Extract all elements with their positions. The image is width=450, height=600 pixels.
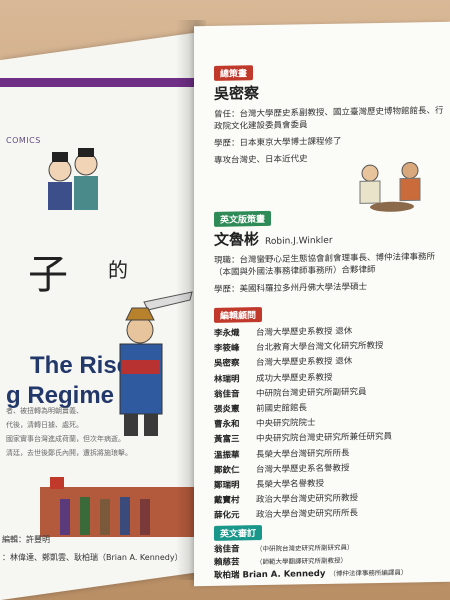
advisor-name: 曹永和 bbox=[214, 419, 240, 431]
advisor-role: 台灣大學歷史系教授 退休 bbox=[256, 356, 353, 369]
advisor-name: 溫振華 bbox=[214, 450, 240, 461]
section-tag: 編輯顧問 bbox=[214, 307, 263, 323]
section-tag: 英文審訂 bbox=[214, 525, 263, 541]
cover-description: 國家實事台灣進成荷蘭，但次年病逝。 bbox=[6, 435, 125, 443]
bio-line: 曾任：台灣大學歷史系副教授、國立臺灣歷史博物館館長、行政院文化建設委員會委員 bbox=[214, 105, 444, 132]
reviewer-role: （博仲法律事務所編譯員） bbox=[329, 568, 408, 578]
reviewer-name: 賴慈芸 bbox=[214, 557, 240, 568]
reviewer-name: 耿柏瑞 Brian A. Kennedy bbox=[214, 568, 326, 581]
advisor-role: 長榮大學台灣研究所所長 bbox=[256, 448, 350, 460]
section-advisors: 編輯顧問 李永熾 台灣大學歷史系教授 退休 李筱峰 台北教育大學台灣文化研究所教授 … bbox=[214, 300, 444, 525]
cover-credit: ：林偉達、鄭凱雲、耿柏瑞（Brian A. Kennedy） bbox=[2, 553, 183, 562]
section-english-reviewers: 英文審訂 翁佳音 （中研院台灣史研究所副研究員） 賴慈芸 （師範大學翻譯研究所副教授… bbox=[214, 518, 444, 583]
advisor-name: 李永熾 bbox=[214, 328, 240, 339]
advisor-name: 戴寶村 bbox=[214, 495, 240, 507]
cover-credit: 編輯：許豐明 bbox=[2, 535, 50, 544]
craftsman-illustration bbox=[359, 161, 421, 212]
advisor-role: 中研院台灣史研究所副研究員 bbox=[256, 387, 367, 399]
advisor-name: 吳密察 bbox=[214, 358, 240, 370]
advisor-name: 翁佳音 bbox=[214, 389, 240, 400]
bio-line: 學歷：日本東京大學博士課程修了 bbox=[214, 136, 342, 149]
cover-description: 清廷，去世後鄭氏內鬨，遭拆將施琅擊。 bbox=[6, 449, 132, 457]
purple-band bbox=[0, 78, 200, 87]
advisor-name: 張炎憲 bbox=[214, 404, 240, 415]
advisor-role: 成功大學歷史系教授 bbox=[256, 372, 333, 384]
section-tag: 總策畫 bbox=[214, 65, 254, 81]
advisor-role: 中央研究院院士 bbox=[256, 418, 316, 430]
cover-description: 代後，清轉日據、處死。 bbox=[6, 421, 83, 429]
person-name: 文魯彬 bbox=[214, 230, 260, 249]
advisor-role: 長榮大學名譽教授 bbox=[256, 478, 325, 491]
advisor-name: 林瑞明 bbox=[214, 374, 240, 385]
portrait-illustration bbox=[48, 148, 98, 210]
soldiers-illustration bbox=[40, 477, 200, 537]
person-name-english: Robin.J.Winkler bbox=[265, 235, 333, 247]
advisor-role: 台灣大學歷史系名譽教授 bbox=[256, 463, 350, 475]
advisor-name: 黃富三 bbox=[214, 434, 240, 446]
advisor-role: 政治大學台灣史研究所教授 bbox=[256, 493, 359, 506]
advisor-name: 鄭瑞明 bbox=[214, 480, 240, 491]
comics-label: COMICS bbox=[6, 136, 41, 145]
warrior-illustration bbox=[119, 291, 193, 436]
advisor-role: 台灣大學歷史系教授 退休 bbox=[256, 326, 353, 339]
reviewer-name: 翁佳音 bbox=[214, 544, 240, 555]
person-name: 吳密察 bbox=[214, 84, 260, 103]
advisor-role: 中央研究院台灣史研究所兼任研究員 bbox=[256, 432, 393, 445]
credits-page: 總策畫 吳密察 曾任：台灣大學歷史系副教授、國立臺灣歷史博物館館長、行政院文化建… bbox=[194, 21, 450, 587]
advisor-role: 台北教育大學台灣文化研究所教授 bbox=[256, 341, 384, 354]
section-chief-planner: 總策畫 吳密察 曾任：台灣大學歷史系副教授、國立臺灣歷史博物館館長、行政院文化建… bbox=[214, 58, 444, 167]
bio-line: 學歷：美國科羅拉多州丹佛大學法學碩士 bbox=[214, 282, 368, 295]
advisor-role: 前國史館館長 bbox=[256, 403, 308, 415]
book-cover: COMICS 子 的 The Rise g Regime 者、被扭轉為明朝賣義、… bbox=[0, 32, 200, 600]
advisor-name: 鄭欽仁 bbox=[214, 465, 240, 476]
reviewer-row: 耿柏瑞 Brian A. Kennedy （博仲法律事務所編譯員） bbox=[214, 566, 444, 583]
advisor-name: 李筱峰 bbox=[214, 343, 240, 355]
cover-description: 者、被扭轉為明朝賣義、 bbox=[6, 407, 83, 415]
section-tag: 英文版策畫 bbox=[214, 210, 272, 227]
cover-title: 子 bbox=[28, 252, 68, 298]
bio-line: 現職：台灣蠻野心足生態協會創會理事長、博仲法律事務所（本國與外國法事務律師事務所… bbox=[214, 252, 436, 278]
section-english-planner: 英文版策畫 文魯彬 Robin.J.Winkler 現職：台灣蠻野心足生態協會創會… bbox=[214, 204, 444, 296]
cover-title-suffix: 的 bbox=[108, 258, 128, 282]
